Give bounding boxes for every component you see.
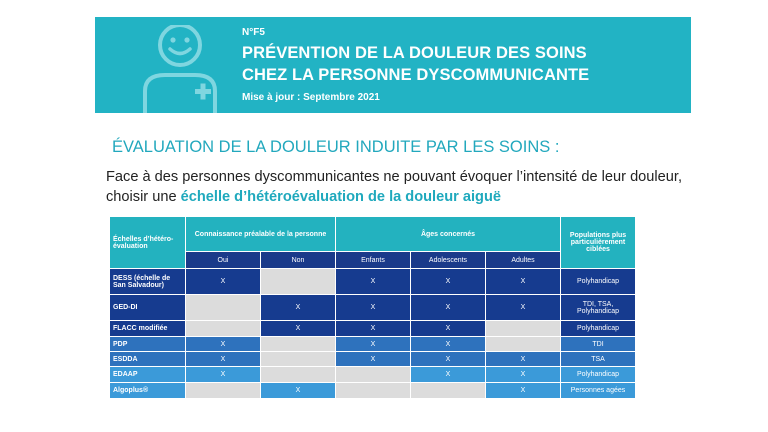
table-cell — [260, 366, 336, 383]
scale-name: Algoplus® — [109, 382, 186, 399]
table-cell — [185, 382, 261, 399]
table-cell: X — [335, 268, 411, 295]
population-cell: TDI, TSA, Polyhandicap — [560, 294, 637, 321]
banner-title-line2: CHEZ LA PERSONNE DYSCOMMUNICANTE — [242, 66, 590, 84]
scale-name: PDP — [109, 336, 186, 352]
table-cell: X — [410, 336, 486, 352]
table-row: DESS (échelle de San Salvadour) X X X X … — [109, 268, 637, 295]
table-cell — [335, 366, 411, 383]
table-cell: X — [185, 351, 261, 367]
table-row: GED-DI X X X X TDI, TSA, Polyhandicap — [109, 294, 637, 321]
header-scales: Échelles d’hétéro-évaluation — [109, 216, 186, 269]
header-ages: Âges concernés — [334, 216, 562, 252]
population-cell: Polyhandicap — [560, 320, 637, 337]
section-heading: ÉVALUATION DE LA DOULEUR INDUITE PAR LES… — [112, 138, 560, 156]
table-cell: X — [410, 351, 486, 367]
table-row: FLACC modifiée X X X Polyhandicap — [109, 320, 637, 337]
scale-name: EDAAP — [109, 366, 186, 383]
table-cell: X — [484, 268, 562, 295]
smiley-person-icon — [143, 25, 217, 113]
scale-name: FLACC modifiée — [109, 320, 186, 337]
scale-name: GED-DI — [109, 294, 186, 321]
population-cell: TDI — [560, 336, 637, 352]
population-cell: Polyhandicap — [560, 268, 637, 295]
table-cell: X — [335, 294, 411, 321]
table-cell — [185, 294, 261, 321]
table-cell: X — [260, 320, 336, 337]
subheader-adultes: Adultes — [484, 251, 562, 269]
scale-name: DESS (échelle de San Salvadour) — [109, 268, 186, 295]
table-cell: X — [484, 351, 562, 367]
table-cell: X — [260, 294, 336, 321]
table-cell: X — [484, 294, 562, 321]
population-cell: Polyhandicap — [560, 366, 637, 383]
population-cell: Personnes agées — [560, 382, 637, 399]
table-cell: X — [484, 366, 562, 383]
intro-highlight: échelle d’hétéroévaluation de la douleur… — [180, 189, 501, 205]
subheader-row: Oui Non Enfants Adolescents Adultes — [110, 251, 636, 269]
table-cell: X — [260, 382, 336, 399]
sheet-number: N°F5 — [242, 27, 265, 38]
header-banner: N°F5 PRÉVENTION DE LA DOULEUR DES SOINS … — [95, 17, 691, 113]
scale-name: ESDDA — [109, 351, 186, 367]
table-cell: X — [335, 336, 411, 352]
table-cell — [260, 351, 336, 367]
subheader-oui: Oui — [185, 251, 261, 269]
table-cell — [484, 336, 562, 352]
intro-paragraph: Face à des personnes dyscommunicantes ne… — [106, 167, 706, 207]
table-cell: X — [410, 268, 486, 295]
table-cell: X — [185, 268, 261, 295]
header-populations: Populations plus particulièrement ciblée… — [560, 216, 637, 269]
subheader-non: Non — [260, 251, 336, 269]
table-cell — [484, 320, 562, 337]
table-cell: X — [410, 366, 486, 383]
pain-scales-table: Échelles d’hétéro-évaluation Connaissanc… — [109, 216, 637, 399]
header-prior-knowledge: Connaissance préalable de la personne — [185, 216, 336, 252]
table-cell: X — [335, 351, 411, 367]
table-cell — [260, 336, 336, 352]
table-cell: X — [410, 320, 486, 337]
table-cell — [185, 320, 261, 337]
subheader-adolescents: Adolescents — [410, 251, 486, 269]
table-cell: X — [410, 294, 486, 321]
table-cell — [335, 382, 411, 399]
subheader-enfants: Enfants — [335, 251, 411, 269]
table-row: ESDDA X X X X TSA — [109, 351, 637, 367]
table-row: Algoplus® X X Personnes agées — [109, 382, 637, 399]
table-cell — [410, 382, 486, 399]
table-row: PDP X X X TDI — [109, 336, 637, 352]
table-cell: X — [335, 320, 411, 337]
table-row: EDAAP X X X Polyhandicap — [109, 366, 637, 383]
population-cell: TSA — [560, 351, 637, 367]
update-date: Mise à jour : Septembre 2021 — [242, 92, 380, 103]
intro-text: Face à des personnes dyscommunicantes ne… — [106, 169, 682, 205]
header-row: Échelles d’hétéro-évaluation Connaissanc… — [109, 216, 637, 269]
banner-title-line1: PRÉVENTION DE LA DOULEUR DES SOINS — [242, 44, 587, 62]
table-cell: X — [185, 336, 261, 352]
table-cell: X — [185, 366, 261, 383]
table-cell — [260, 268, 336, 295]
table-cell: X — [484, 382, 562, 399]
